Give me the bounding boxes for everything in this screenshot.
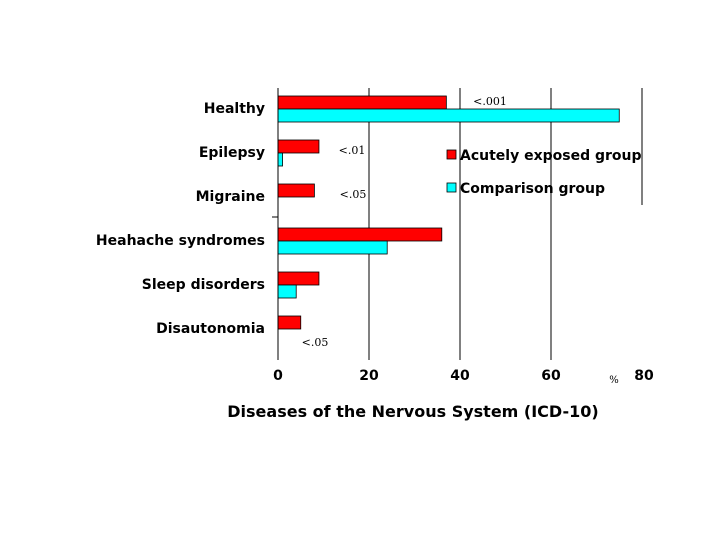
annotations: <.001 <.01 <.05 <.05 [302,95,507,349]
bar-exposed-3 [277,227,443,242]
category-label: Healthy [204,101,265,117]
bar-exposed-5 [277,315,302,330]
tick-label-80: 80 [634,368,654,384]
bars [277,95,620,330]
tick-label-0: 0 [273,368,283,384]
category-label: Migraine [196,189,265,205]
tick-label-60: 60 [541,368,561,384]
tick-label-20: 20 [359,368,379,384]
tick-labels: 0 20 40 60 80 [273,368,654,384]
legend-label-0: Acutely exposed group [460,148,642,164]
legend-label-1: Comparison group [460,181,605,197]
axes [272,88,643,360]
bar-comparison-1 [277,152,283,167]
p-value-annotation: <.01 [339,144,366,157]
bar-exposed-4 [277,271,320,286]
legend: Acutely exposed group Comparison group [446,148,642,197]
category-labels: Healthy Epilepsy Migraine Heahache syndrome… [96,101,265,337]
legend-swatch-0 [446,149,457,160]
bar-exposed-0 [277,95,447,110]
category-label: Sleep disorders [142,277,265,293]
p-value-annotation: <.05 [340,188,367,201]
p-value-annotation: <.001 [473,95,507,108]
bar-exposed-1 [277,139,320,154]
bar-comparison-4 [277,284,297,299]
bar-comparison-0 [277,108,620,123]
gridlines [368,88,552,360]
bar-comparison-3 [277,240,388,255]
category-label: Heahache syndromes [96,233,265,249]
category-label: Disautonomia [156,321,265,337]
chart-title: Diseases of the Nervous System (ICD-10) [227,402,598,421]
unit-label: % [609,375,619,386]
tick-label-40: 40 [450,368,470,384]
bar-exposed-2 [277,183,315,198]
p-value-annotation: <.05 [302,336,329,349]
category-label: Epilepsy [199,145,265,161]
legend-swatch-1 [446,182,457,193]
